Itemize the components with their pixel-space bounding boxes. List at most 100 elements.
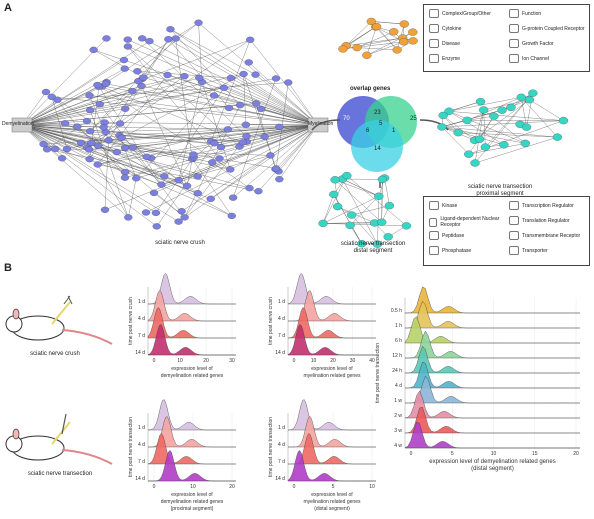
- gene-node: [528, 89, 538, 97]
- x-axis-label: expression level of: [171, 492, 213, 498]
- row-label: 24 h: [392, 368, 402, 374]
- crush-network-gene-node: [275, 176, 284, 183]
- tick-label: 0: [293, 358, 296, 364]
- crush-network-gene-node: [138, 35, 147, 42]
- tick-label: 40: [369, 358, 375, 364]
- crush-network-gene-node: [104, 136, 113, 144]
- gene-node: [552, 133, 563, 141]
- crush-network-gene-node: [151, 209, 161, 217]
- gene-node: [444, 107, 454, 115]
- gene-node: [497, 106, 507, 114]
- tick-label: 5: [332, 484, 335, 490]
- gene-node: [453, 129, 463, 137]
- ridge-density: [287, 307, 376, 339]
- gene-node: [371, 22, 382, 31]
- ridge-density: [405, 286, 580, 314]
- tick-label: 0: [153, 358, 156, 364]
- tick-label: 10: [491, 451, 497, 457]
- legend-label: Cytokine: [442, 25, 462, 32]
- gene-node: [384, 202, 395, 210]
- crush-network-gene-node: [85, 155, 94, 163]
- crush-network-gene-node: [39, 141, 48, 148]
- tick-label: 30: [350, 358, 356, 364]
- legend-symbol-icon: [509, 24, 519, 33]
- crush-network-gene-node: [128, 88, 137, 95]
- crush-network-gene-node: [139, 74, 148, 81]
- crush-network-gene-node: [271, 75, 281, 82]
- legend-label: Transmembrane Receptor: [522, 232, 581, 239]
- crush-network-gene-node: [112, 148, 121, 156]
- gene-node: [408, 37, 418, 45]
- crush-network-gene-node: [245, 184, 254, 192]
- crush-network-gene-node: [93, 81, 102, 89]
- crush-network-gene-node: [284, 79, 293, 86]
- gene-node: [345, 221, 355, 230]
- legend-item: Kinase: [429, 201, 505, 210]
- ridge-density: [287, 450, 376, 482]
- tick-label: 10: [311, 358, 317, 364]
- legend-item: Transporter: [509, 246, 585, 255]
- gene-node: [520, 139, 530, 148]
- tick-label: 10: [190, 484, 196, 490]
- crush-network-gene-node: [251, 71, 260, 78]
- gene-node: [399, 20, 409, 28]
- legend-item: Function: [509, 9, 585, 18]
- gene-node: [338, 45, 348, 53]
- tick-label: 5: [451, 451, 454, 457]
- gene-node: [479, 106, 489, 114]
- crush-network-gene-node: [152, 223, 161, 230]
- crush-network-gene-node: [157, 181, 166, 188]
- crush-network-gene-node: [174, 176, 183, 184]
- ridge-density: [148, 416, 236, 448]
- crush-network-gene-node: [180, 214, 189, 221]
- legend-item: Translation Regulator: [509, 216, 585, 225]
- demyelination-node-label: Demyelination: [2, 121, 34, 127]
- x-axis-label: demyelination related genes: [161, 499, 224, 505]
- gene-node: [366, 17, 376, 26]
- row-label: 4 d: [138, 442, 145, 448]
- distal-caption-1: sciatic nerve transection: [340, 241, 406, 247]
- legend-symbol-icon: [509, 216, 519, 225]
- crush-network-gene-node: [73, 123, 82, 130]
- gene-node: [521, 123, 532, 131]
- crush-network-gene-node: [210, 140, 219, 147]
- row-label: 2 w: [394, 413, 402, 419]
- distal-network: [318, 171, 412, 248]
- crush-network-gene-node: [256, 105, 266, 113]
- crush-network-gene-node: [238, 139, 247, 146]
- legend-symbol-icon: [429, 231, 439, 240]
- x-axis-label: expression level of: [311, 492, 353, 498]
- venn-rb: 1: [392, 128, 396, 134]
- crush-network-gene-node: [133, 68, 142, 75]
- crush-network-gene-node: [77, 139, 86, 146]
- gene-node: [474, 135, 485, 143]
- crush-network-gene-node: [226, 166, 235, 173]
- legend-label: Transporter: [522, 247, 548, 254]
- row-label: 4 d: [278, 442, 285, 448]
- crush-network-gene-node: [93, 161, 102, 168]
- tick-label: 10: [177, 358, 183, 364]
- y-axis-label: time post nerve crush: [128, 297, 134, 345]
- legend-item: G-protein Coupled Receptor: [509, 24, 585, 33]
- row-label: 4 d: [278, 316, 285, 322]
- gene-node: [558, 116, 569, 125]
- transection-mouse-illustration: [5, 413, 113, 465]
- row-label: 14 d: [275, 350, 285, 356]
- crush-network-gene-node: [244, 59, 253, 66]
- panel-a-letter: A: [4, 2, 12, 14]
- legend-label: Translation Regulator: [522, 217, 570, 224]
- tick-label: 20: [203, 358, 209, 364]
- crush-network-gene-node: [95, 101, 104, 108]
- gene-node: [438, 111, 448, 120]
- row-label: 7 d: [278, 459, 285, 465]
- crush-network-gene-node: [251, 100, 261, 107]
- proximal-caption-1: sciatic nerve transection: [467, 184, 533, 190]
- ridge-density: [147, 324, 236, 356]
- crush-network-gene-node: [182, 182, 192, 190]
- crush-network-gene-node: [242, 133, 251, 140]
- crush-network-gene-node: [189, 151, 198, 158]
- gene-node: [506, 103, 516, 112]
- crush-network-gene-node: [193, 173, 202, 180]
